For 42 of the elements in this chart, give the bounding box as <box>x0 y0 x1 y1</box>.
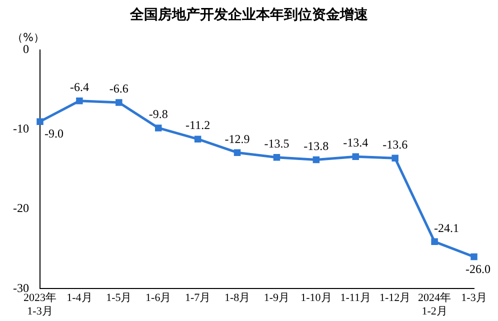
data-label: -13.5 <box>264 136 290 151</box>
x-tick-label: 1-10月 <box>300 292 332 304</box>
point <box>392 154 398 162</box>
point <box>36 118 44 125</box>
y-tick-label: 0 <box>22 42 29 56</box>
data-label: -12.9 <box>224 132 250 146</box>
x-tick-label: 2023年 1-3月 <box>23 292 56 318</box>
data-label: -13.8 <box>304 138 329 153</box>
chart-title: 全国房地产开发企业本年到位资金增速 <box>129 6 369 24</box>
data-label: -11.2 <box>186 118 210 132</box>
data-label: -13.6 <box>382 137 408 152</box>
x-tick-label: 1-4月 <box>66 292 92 304</box>
point <box>76 98 83 104</box>
data-label: -6.6 <box>109 82 128 96</box>
point <box>312 156 320 164</box>
y-tick-label: -30 <box>12 280 29 295</box>
x-tick-label: 1-12月 <box>380 292 411 304</box>
data-label: -26.0 <box>466 262 490 276</box>
point <box>431 238 438 246</box>
data-label: -24.1 <box>434 220 460 235</box>
point <box>194 136 202 142</box>
x-tick-label: 1-5月 <box>106 292 132 304</box>
point <box>116 99 122 106</box>
x-tick-label: 1-9月 <box>264 292 290 304</box>
x-tick-label: 1-11月 <box>340 292 372 304</box>
y-tick-label: -10 <box>12 122 29 136</box>
x-tick-label: 2024年 1-2月 <box>418 292 452 318</box>
y-tick-label: -20 <box>12 201 29 216</box>
x-tick-label: 1-7月 <box>184 292 211 304</box>
point <box>470 253 478 260</box>
x-tick-label: 1-3月 <box>461 292 487 304</box>
point <box>352 153 360 160</box>
data-label: -6.4 <box>70 80 89 94</box>
point <box>273 154 280 161</box>
point <box>234 149 241 156</box>
point <box>154 124 162 132</box>
y-axis-title: （%） <box>12 30 44 45</box>
x-tick-label: 1-6月 <box>146 292 172 304</box>
data-label: -9.0 <box>44 126 64 141</box>
data-label: -13.4 <box>343 136 368 150</box>
x-tick-label: 1-8月 <box>224 292 250 304</box>
data-label: -9.8 <box>148 107 168 122</box>
